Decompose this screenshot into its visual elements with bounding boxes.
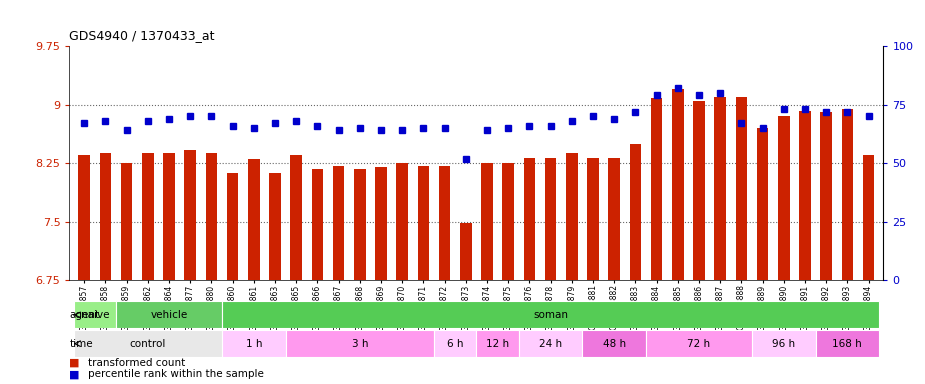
Bar	[184, 150, 196, 280]
Bar	[693, 101, 705, 280]
Bar	[816, 330, 879, 357]
Bar	[820, 113, 832, 280]
Bar	[460, 223, 472, 280]
Bar	[735, 97, 747, 280]
Bar	[100, 153, 111, 280]
Text: 1 h: 1 h	[245, 339, 262, 349]
Bar	[714, 97, 726, 280]
Text: percentile rank within the sample: percentile rank within the sample	[88, 369, 264, 379]
Bar	[142, 153, 154, 280]
Bar	[286, 330, 434, 357]
Text: 12 h: 12 h	[486, 339, 509, 349]
Text: 6 h: 6 h	[447, 339, 463, 349]
Bar	[79, 156, 90, 280]
Text: soman: soman	[533, 310, 568, 320]
Bar	[502, 163, 514, 280]
Text: vehicle: vehicle	[151, 310, 188, 320]
Bar	[74, 301, 116, 328]
Text: 48 h: 48 h	[602, 339, 625, 349]
Text: 3 h: 3 h	[352, 339, 368, 349]
Bar	[376, 167, 387, 280]
Text: 96 h: 96 h	[772, 339, 796, 349]
Text: ■: ■	[69, 369, 80, 379]
Bar	[290, 156, 302, 280]
Text: 168 h: 168 h	[832, 339, 862, 349]
Bar	[121, 163, 132, 280]
Bar	[778, 116, 790, 280]
Bar	[519, 330, 583, 357]
Bar	[863, 156, 874, 280]
Text: transformed count: transformed count	[88, 358, 185, 368]
Bar	[481, 163, 493, 280]
Bar	[757, 128, 769, 280]
Bar	[438, 166, 450, 280]
Bar	[752, 330, 816, 357]
Bar	[248, 159, 260, 280]
Bar	[74, 330, 222, 357]
Bar	[333, 166, 344, 280]
Text: 72 h: 72 h	[687, 339, 710, 349]
Bar	[116, 301, 222, 328]
Text: ■: ■	[69, 358, 80, 368]
Bar	[163, 153, 175, 280]
Bar	[222, 301, 879, 328]
Bar	[417, 166, 429, 280]
Text: GDS4940 / 1370433_at: GDS4940 / 1370433_at	[69, 29, 215, 42]
Bar	[476, 330, 519, 357]
Text: time: time	[69, 339, 93, 349]
Text: naive: naive	[80, 310, 109, 320]
Bar	[672, 89, 684, 280]
Bar	[269, 173, 281, 280]
Bar	[222, 330, 286, 357]
Bar	[545, 158, 557, 280]
Bar	[524, 158, 536, 280]
Bar	[396, 163, 408, 280]
Bar	[650, 98, 662, 280]
Bar	[842, 109, 853, 280]
Text: 24 h: 24 h	[539, 339, 562, 349]
Bar	[434, 330, 476, 357]
Bar	[312, 169, 323, 280]
Bar	[205, 153, 217, 280]
Bar	[227, 173, 239, 280]
Bar	[799, 111, 811, 280]
Bar	[630, 144, 641, 280]
Text: agent: agent	[69, 310, 100, 320]
Text: control: control	[130, 339, 166, 349]
Bar	[566, 153, 577, 280]
Bar	[609, 158, 620, 280]
Bar	[354, 169, 365, 280]
Bar	[583, 330, 646, 357]
Bar	[646, 330, 752, 357]
Bar	[587, 158, 598, 280]
